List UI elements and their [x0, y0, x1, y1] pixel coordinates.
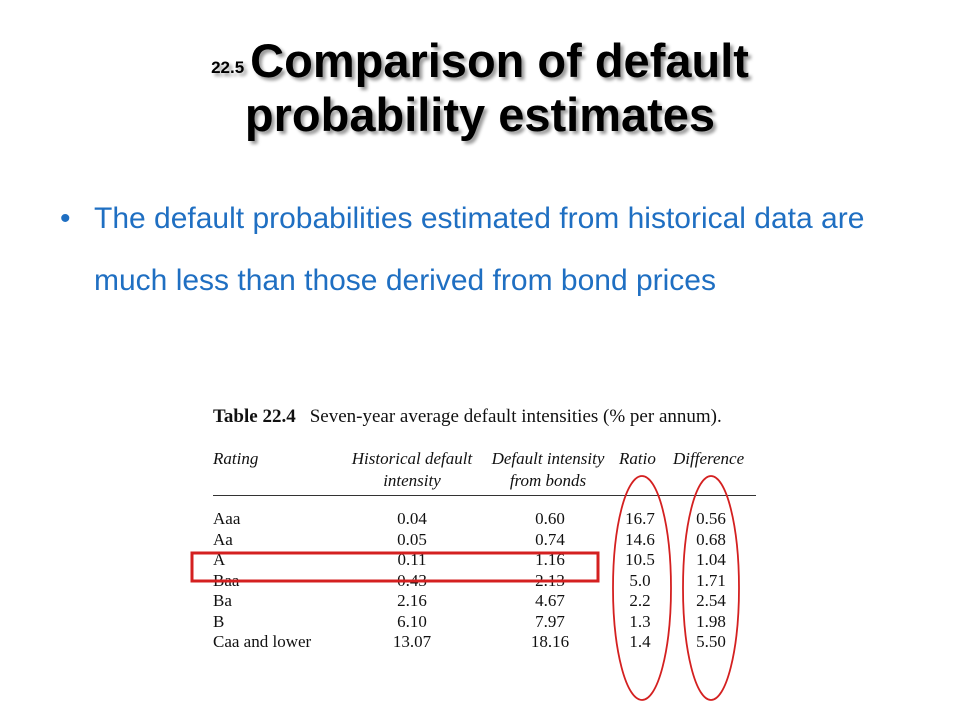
- cell-bond: 1.16: [535, 550, 565, 569]
- cell-diff: 1.04: [696, 550, 726, 569]
- header-bond: Default intensity from bonds: [483, 448, 613, 492]
- cell-bond: 7.97: [535, 611, 565, 631]
- header-rating: Rating: [213, 449, 259, 468]
- cell-rating: B: [213, 611, 225, 631]
- cell-rating: Aaa: [213, 509, 241, 528]
- header-ratio: Ratio: [619, 449, 656, 468]
- header-bond-line1: Default intensity: [491, 449, 605, 468]
- cell-bond: 0.74: [535, 529, 565, 549]
- title-line-1: Comparison of default: [250, 34, 749, 87]
- cell-diff: 0.68: [696, 529, 726, 549]
- header-historical-line1: Historical default: [351, 449, 473, 468]
- header-historical: Historical default intensity: [337, 448, 487, 492]
- bullet-text: The default probabilities estimated from…: [94, 202, 865, 297]
- cell-rating: Ba: [213, 591, 232, 610]
- cell-diff: 5.50: [696, 632, 726, 651]
- cell-hist: 13.07: [392, 632, 432, 651]
- cell-hist: 2.16: [397, 591, 427, 610]
- cell-bond: 2.13: [535, 570, 565, 590]
- cell-bond: 0.60: [535, 509, 565, 528]
- cell-rating: A: [213, 550, 226, 569]
- bullet-dot-icon: •: [60, 202, 71, 235]
- default-intensity-table: Table 22.4 Seven-year average default int…: [205, 402, 765, 702]
- cell-diff: 2.54: [696, 591, 726, 610]
- cell-hist: 6.10: [397, 611, 427, 631]
- header-bond-line2: from bonds: [509, 471, 587, 490]
- cell-diff: 1.98: [696, 611, 726, 631]
- table-caption-text: Seven-year average default intensities (…: [309, 406, 722, 427]
- cell-rating: Baa: [213, 570, 240, 590]
- cell-rating: Aa: [213, 529, 233, 549]
- table-label: Table 22.4: [213, 406, 296, 427]
- cell-hist: 0.11: [397, 550, 427, 569]
- header-historical-line2: intensity: [383, 471, 441, 490]
- header-rule: [213, 495, 756, 496]
- cell-rating: Caa and lower: [213, 632, 312, 651]
- cell-hist: 0.43: [397, 570, 427, 590]
- cell-diff: 1.71: [696, 570, 726, 590]
- cell-diff: 0.56: [696, 509, 726, 528]
- cell-hist: 0.04: [397, 509, 427, 528]
- cell-bond: 18.16: [530, 632, 570, 651]
- cell-bond: 4.67: [535, 591, 565, 610]
- slide-title: 22.5 Comparison of default probability es…: [0, 34, 960, 142]
- header-difference: Difference: [673, 449, 745, 468]
- cell-hist: 0.05: [397, 529, 427, 549]
- table-caption: Table 22.4 Seven-year average default int…: [213, 406, 722, 428]
- title-line-2: probability estimates: [244, 88, 716, 141]
- bullet-point: • The default probabilities estimated fr…: [60, 188, 880, 312]
- title-number: 22.5: [211, 58, 245, 77]
